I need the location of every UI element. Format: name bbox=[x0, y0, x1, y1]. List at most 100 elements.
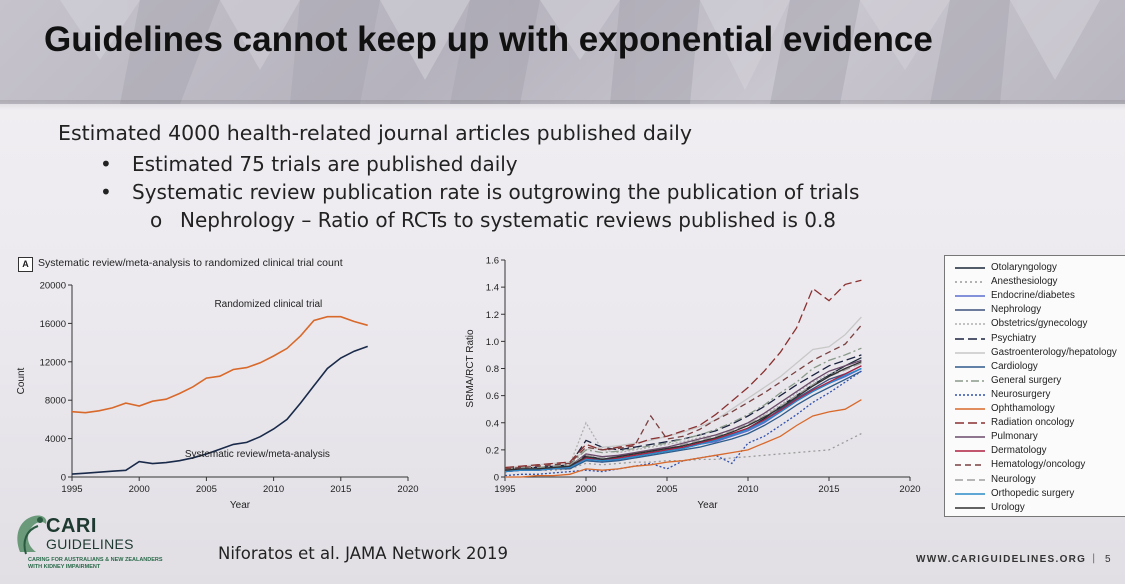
x-tick-label: 2010 bbox=[737, 484, 758, 495]
x-axis-label: Year bbox=[230, 500, 251, 511]
legend-label: Endocrine/diabetes bbox=[991, 290, 1075, 302]
y-tick-label: 1.2 bbox=[486, 310, 499, 321]
legend-swatch bbox=[955, 450, 985, 453]
legend-swatch bbox=[955, 295, 985, 297]
x-tick-label: 2005 bbox=[656, 484, 677, 495]
sub-bullet-nephrology: o Nephrology – Ratio of RCTs to systemati… bbox=[150, 208, 836, 232]
legend-label: Ophthamology bbox=[991, 403, 1055, 414]
legend-label: General surgery bbox=[991, 374, 1062, 386]
legend-label: Orthopedic surgery bbox=[991, 487, 1075, 499]
y-axis-label: SRMA/RCT Ratio bbox=[465, 329, 476, 408]
series-line-radiation-oncology bbox=[504, 279, 862, 469]
ratio-chart: 1995 2000 2005 2010 2015 2020 0 0.2 0.4 0.6 0.8 1.0… bbox=[465, 256, 921, 512]
page-number: 5 bbox=[1105, 554, 1111, 565]
legend-swatch bbox=[955, 506, 985, 509]
x-tick-label: 2000 bbox=[575, 484, 596, 495]
x-tick-label: 1995 bbox=[494, 484, 515, 495]
legend-swatch bbox=[955, 351, 985, 354]
website-url: WWW.CARIGUIDELINES.ORG bbox=[916, 554, 1087, 565]
series-line-ophthamology bbox=[505, 399, 862, 478]
chart-a-title: Systematic review/meta-analysis to rando… bbox=[38, 257, 343, 269]
y-tick-label: 20000 bbox=[40, 281, 66, 292]
bullet-systematic-review: • Systematic review publication rate is o… bbox=[100, 180, 859, 204]
legend-label: Radiation oncology bbox=[991, 417, 1075, 429]
legend-swatch bbox=[955, 379, 985, 382]
legend-label: Pulmonary bbox=[991, 431, 1038, 443]
bullet-trials: • Estimated 75 trials are published daily bbox=[100, 152, 518, 176]
legend-label: Neurosurgery bbox=[991, 388, 1051, 400]
series-line-neurosurgery bbox=[504, 370, 862, 477]
legend-label: Cardiology bbox=[991, 360, 1038, 372]
series-line-neurology bbox=[504, 362, 862, 471]
legend-label: Dermatology bbox=[991, 445, 1047, 457]
sub-bullet-nephrology-text: Nephrology – Ratio of RCTs to systematic… bbox=[180, 208, 837, 232]
bullet-systematic-review-text: Systematic review publication rate is ou… bbox=[132, 180, 860, 204]
footer-separator: | bbox=[1092, 553, 1096, 564]
y-tick-label: 8000 bbox=[45, 396, 66, 407]
series-line-nephrology bbox=[505, 365, 862, 471]
chart-a-panel-label: A bbox=[18, 257, 33, 272]
legend-label: Anesthesiology bbox=[991, 276, 1058, 288]
y-tick-label: 0 bbox=[61, 473, 66, 484]
y-tick-label: 1.0 bbox=[486, 337, 499, 348]
bullet-symbol: • bbox=[100, 152, 112, 176]
y-tick-label: 0 bbox=[494, 473, 499, 484]
count-chart: 1995 2000 2005 2010 2015 2020 0 4000 8000 12000 16… bbox=[16, 281, 419, 512]
series-line-general-surgery bbox=[504, 347, 862, 470]
legend-swatch bbox=[955, 323, 985, 326]
legend-label: Obstetrics/gynecology bbox=[991, 318, 1088, 330]
legend-swatch bbox=[955, 337, 985, 340]
logo-name-line2: GUIDELINES bbox=[46, 536, 134, 552]
logo-name-line1: CARI bbox=[46, 515, 97, 537]
series-line-urology bbox=[504, 361, 862, 471]
legend-swatch bbox=[955, 267, 985, 269]
x-tick-label: 2010 bbox=[263, 484, 284, 495]
legend-swatch bbox=[955, 394, 985, 396]
x-tick-label: 2000 bbox=[129, 484, 150, 495]
legend-swatch bbox=[955, 281, 985, 283]
title-shadow bbox=[0, 100, 1125, 110]
legend-swatch bbox=[955, 365, 985, 368]
y-axis-label: Count bbox=[16, 367, 27, 394]
y-tick-label: 0.8 bbox=[486, 364, 499, 375]
kidney-figure-icon bbox=[17, 515, 47, 555]
x-tick-label: 2015 bbox=[330, 484, 351, 495]
legend-label: Neurology bbox=[991, 473, 1036, 485]
series-line-psychiatry bbox=[504, 354, 862, 470]
legend-label: Gastroenterology/hepatology bbox=[991, 346, 1117, 358]
sub-bullet-symbol: o bbox=[150, 208, 163, 232]
y-tick-label: 1.6 bbox=[486, 256, 499, 267]
x-tick-label: 2015 bbox=[818, 484, 839, 495]
legend-swatch bbox=[955, 422, 985, 424]
decorative-pattern bbox=[60, 0, 1100, 104]
x-tick-label: 1995 bbox=[61, 484, 82, 495]
series-line-cardiology bbox=[504, 370, 862, 473]
bullet-trials-text: Estimated 75 trials are published daily bbox=[132, 152, 518, 176]
series-line-randomized-clinical-trial bbox=[71, 315, 368, 414]
citation: Niforatos et al. JAMA Network 2019 bbox=[218, 544, 508, 563]
y-tick-label: 0.6 bbox=[486, 391, 499, 402]
y-tick-label: 1.4 bbox=[486, 283, 499, 294]
legend-swatch bbox=[955, 478, 985, 481]
legend-swatch bbox=[955, 492, 985, 495]
cari-logo: CARI GUIDELINES CARING FOR AUSTRALIANS &… bbox=[12, 512, 163, 582]
series-annotation-srma: Systematic review/meta-analysis bbox=[185, 449, 330, 460]
y-tick-label: 0.2 bbox=[486, 445, 499, 456]
y-tick-label: 16000 bbox=[40, 319, 66, 330]
ratio-chart-legend: Otolaryngology Anesthesiology Endocrine/di… bbox=[944, 255, 1125, 517]
y-tick-label: 0.4 bbox=[486, 418, 499, 429]
logo-tagline-line1: CARING FOR AUSTRALIANS & NEW ZEALANDERS bbox=[28, 557, 163, 563]
legend-swatch bbox=[955, 309, 985, 312]
legend-label: Urology bbox=[991, 501, 1025, 513]
legend-swatch bbox=[955, 436, 985, 438]
x-axis-label: Year bbox=[697, 500, 718, 511]
series-line-systematic-review-meta-analysis bbox=[71, 345, 368, 475]
series-line-obstetrics-gynecology bbox=[504, 362, 862, 470]
series-line-orthopedic-surgery bbox=[504, 367, 862, 473]
bullet-main: Estimated 4000 health-related journal ar… bbox=[58, 121, 692, 145]
series-line-hematology-oncology bbox=[504, 324, 862, 470]
legend-label: Hematology/oncology bbox=[991, 459, 1086, 471]
bullet-symbol: • bbox=[100, 180, 112, 204]
legend-label: Psychiatry bbox=[991, 332, 1037, 344]
series-annotation-rct: Randomized clinical trial bbox=[214, 299, 322, 310]
